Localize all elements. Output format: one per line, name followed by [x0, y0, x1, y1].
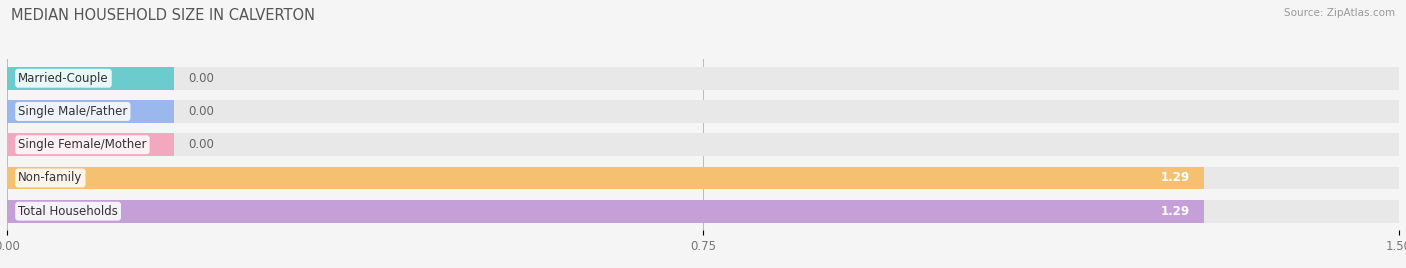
Text: 0.00: 0.00	[188, 138, 214, 151]
Bar	[7, 167, 1399, 189]
Bar	[7, 100, 1399, 123]
Bar	[7, 200, 1399, 222]
Bar	[7, 133, 174, 156]
Text: Non-family: Non-family	[18, 172, 83, 184]
Text: 0.00: 0.00	[188, 105, 214, 118]
Bar	[7, 133, 1399, 156]
Text: Total Households: Total Households	[18, 205, 118, 218]
Text: Source: ZipAtlas.com: Source: ZipAtlas.com	[1284, 8, 1395, 18]
Bar	[7, 67, 174, 90]
Text: Single Female/Mother: Single Female/Mother	[18, 138, 146, 151]
Text: 1.29: 1.29	[1161, 172, 1191, 184]
Bar	[7, 200, 1204, 222]
Text: 0.00: 0.00	[188, 72, 214, 85]
Bar	[7, 167, 1204, 189]
Text: 1.29: 1.29	[1161, 205, 1191, 218]
Bar	[7, 100, 174, 123]
Bar	[7, 67, 1399, 90]
Text: Married-Couple: Married-Couple	[18, 72, 108, 85]
Text: Single Male/Father: Single Male/Father	[18, 105, 128, 118]
Text: MEDIAN HOUSEHOLD SIZE IN CALVERTON: MEDIAN HOUSEHOLD SIZE IN CALVERTON	[11, 8, 315, 23]
